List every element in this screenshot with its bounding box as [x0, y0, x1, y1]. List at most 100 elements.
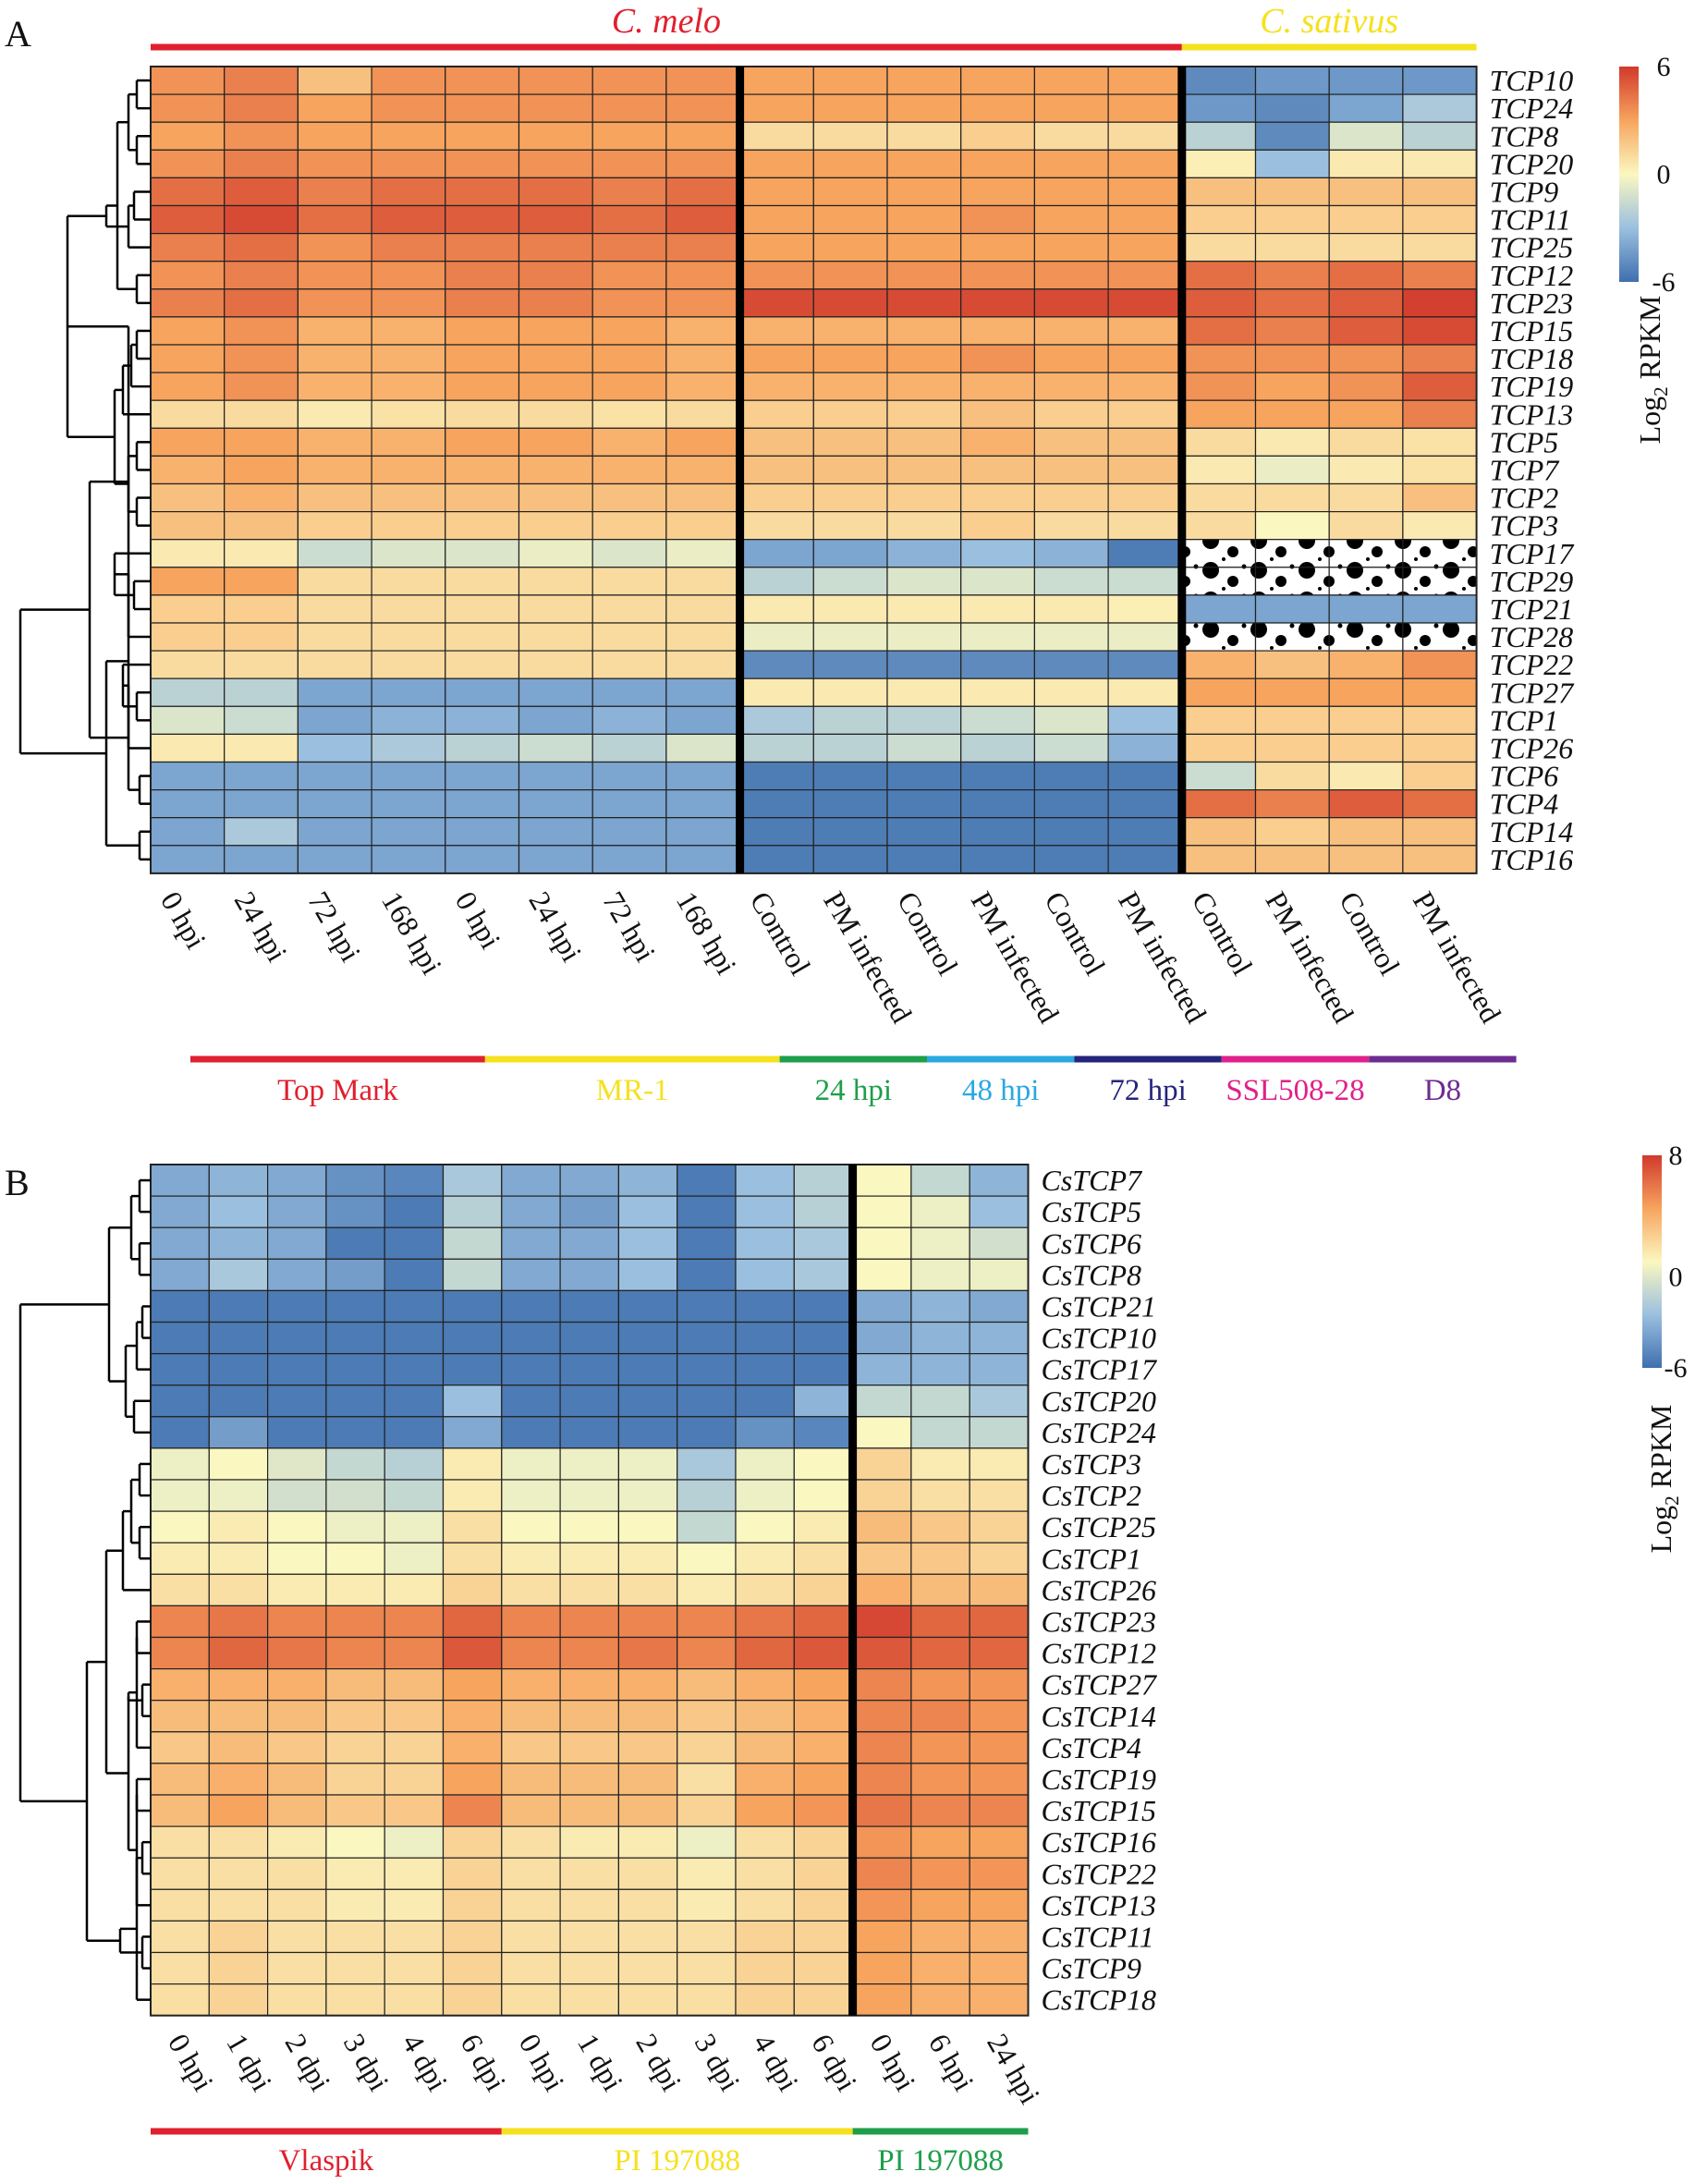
heatmap-cell: [1033, 149, 1109, 179]
heatmap-cell: [208, 1479, 269, 1512]
heatmap-cell: [150, 316, 226, 346]
heatmap-cell: [1402, 650, 1478, 679]
heatmap-cell: [677, 1857, 737, 1890]
heatmap-cell: [591, 149, 667, 179]
heatmap-cell: [1254, 594, 1330, 624]
heatmap-cell: [384, 1289, 445, 1324]
heatmap-cell: [442, 1731, 503, 1764]
group-label-3: 48 hpi: [962, 1074, 1039, 1107]
heatmap-cell: [1402, 510, 1478, 541]
heatmap-cell: [735, 1794, 795, 1827]
heatmap-cell: [267, 1447, 327, 1481]
group-label-6: D8: [1424, 1074, 1461, 1107]
heatmap-cell: [150, 567, 226, 596]
heatmap-cell: [617, 1352, 678, 1386]
heatmap-cell: [1402, 733, 1478, 763]
heatmap-cell: [1254, 399, 1330, 429]
heatmap-cell: [384, 1825, 445, 1859]
heatmap-cell: [501, 1794, 561, 1827]
heatmap-cell: [1107, 399, 1183, 429]
heatmap-cell: [738, 261, 814, 290]
heatmap-cell: [735, 1573, 795, 1607]
heatmap-cell: [559, 1763, 619, 1796]
heatmap-cell: [384, 1447, 445, 1481]
heatmap-cell: [1328, 567, 1404, 596]
heatmap-cell: [617, 1479, 678, 1512]
heatmap-cell: [150, 399, 226, 429]
heatmap-cell: [445, 204, 520, 235]
column-label: 1 dpi: [220, 2028, 279, 2096]
heatmap-cell: [224, 788, 299, 819]
group-label-2: 24 hpi: [815, 1074, 892, 1107]
heatmap-cell: [910, 1447, 970, 1481]
heatmap-cell: [1254, 149, 1330, 179]
heatmap-cell: [738, 510, 814, 541]
heatmap-cell: [969, 1385, 1030, 1418]
heatmap-cell: [738, 594, 814, 624]
heatmap-cell: [501, 1604, 561, 1639]
row-label: CsTCP5: [1042, 1195, 1141, 1228]
heatmap-cell: [665, 567, 741, 596]
heatmap-cell: [793, 1667, 854, 1702]
heatmap-cell: [267, 1604, 327, 1639]
heatmap-cell: [591, 372, 667, 401]
heatmap-cell: [150, 1385, 210, 1418]
column-label: Control: [891, 885, 965, 981]
heatmap-cell: [224, 705, 299, 735]
heatmap-cell: [1181, 261, 1257, 290]
heatmap-cell: [886, 817, 962, 847]
heatmap-cell: [665, 788, 741, 819]
heatmap-cell: [559, 1510, 619, 1543]
heatmap-cell: [150, 594, 226, 624]
heatmap-cell: [960, 121, 1035, 151]
heatmap-cell: [1254, 177, 1330, 207]
heatmap-cell: [851, 1385, 912, 1418]
heatmap-cell: [677, 1794, 737, 1827]
heatmap-cell: [325, 1542, 385, 1575]
heatmap-cell: [1254, 482, 1330, 513]
heatmap-cell: [325, 1951, 385, 1985]
heatmap-cell: [150, 261, 226, 290]
heatmap-cell: [591, 316, 667, 346]
heatmap-cell: [150, 622, 226, 652]
heatmap-cell: [1107, 121, 1183, 151]
heatmap-cell: [150, 1604, 210, 1639]
heatmap-cell: [738, 427, 814, 457]
heatmap-cell: [501, 1542, 561, 1575]
heatmap-cell: [1328, 510, 1404, 541]
heatmap-cell: [371, 733, 446, 763]
heatmap-cell: [812, 149, 888, 179]
heatmap-cell: [1181, 121, 1257, 151]
heatmap-cell: [1181, 427, 1257, 457]
heatmap-cell: [150, 510, 226, 541]
heatmap-cell: [738, 705, 814, 735]
heatmap-cell: [1328, 149, 1404, 179]
row-label: CsTCP23: [1042, 1604, 1156, 1638]
heatmap-cell: [886, 482, 962, 513]
heatmap-cell: [384, 1983, 445, 2017]
heatmap-cell: [384, 1636, 445, 1670]
heatmap-cell: [738, 204, 814, 235]
heatmap-cell: [224, 204, 299, 235]
heatmap-cell: [665, 594, 741, 624]
heatmap-cell: [325, 1321, 385, 1355]
heatmap-cell: [150, 705, 226, 735]
heatmap-cell: [208, 1195, 269, 1228]
heatmap-cell: [735, 1416, 795, 1449]
species-label-1: C. sativus: [1260, 2, 1398, 41]
heatmap-cell: [150, 845, 226, 874]
heatmap-cell: [224, 261, 299, 290]
heatmap-cell: [617, 1226, 678, 1260]
heatmap-cell: [969, 1700, 1030, 1733]
row-label: TCP5: [1490, 425, 1559, 458]
row-label: CsTCP11: [1042, 1920, 1154, 1953]
heatmap-cell: [224, 233, 299, 262]
heatmap-cell: [297, 455, 372, 485]
heatmap-cell: [886, 399, 962, 429]
heatmap-cell: [812, 372, 888, 401]
heatmap-cell: [969, 1604, 1030, 1639]
heatmap-cell: [325, 1352, 385, 1386]
row-label: TCP21: [1490, 592, 1574, 626]
heatmap-cell: [442, 1258, 503, 1292]
